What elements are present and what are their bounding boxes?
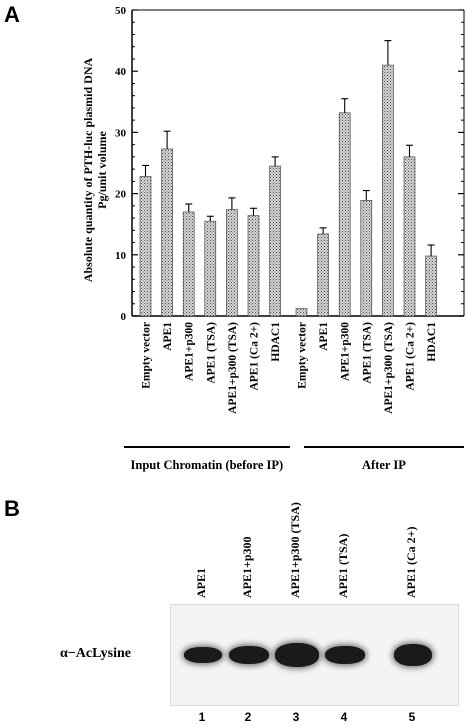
x-category-label: APE1 (Ca 2+) xyxy=(249,322,261,391)
protein-band xyxy=(394,644,432,666)
lane-number: 4 xyxy=(340,710,348,724)
bar xyxy=(139,176,152,317)
bar xyxy=(161,148,173,317)
panel-a-letter: A xyxy=(4,2,20,27)
protein-band xyxy=(184,647,222,663)
x-category-label: HDAC1 xyxy=(426,322,438,362)
x-category-label: Empty vector xyxy=(297,322,309,389)
x-category-label: APE1+p300 (TSA) xyxy=(383,322,395,414)
y-tick-label: 20 xyxy=(115,189,127,201)
group-label-after-ip: After IP xyxy=(362,458,406,472)
lane-label: APE1 xyxy=(194,568,208,598)
bar xyxy=(269,165,281,317)
x-category-label: APE1 (TSA) xyxy=(205,322,217,384)
bar xyxy=(382,64,394,317)
bar-chart: 0 10 20 30 40 50 Empty vector APE1 APE1+p300 APE… xyxy=(115,5,465,448)
protein-band xyxy=(325,646,365,664)
bar xyxy=(295,308,308,317)
x-category-label: APE1 (Ca 2+) xyxy=(405,322,417,391)
lane-label: APE1 (Ca 2+) xyxy=(404,526,418,599)
bar xyxy=(204,220,217,317)
lane-number: 3 xyxy=(292,710,300,724)
bar xyxy=(403,156,416,317)
bar xyxy=(425,255,437,317)
protein-band xyxy=(275,643,319,667)
lane-label: APE1+p300 xyxy=(240,536,254,598)
y-tick-label: 0 xyxy=(121,311,127,323)
bar xyxy=(338,112,351,317)
y-tick-label: 40 xyxy=(115,66,127,78)
lane-label: APE1 (TSA) xyxy=(336,533,350,598)
western-blot-image xyxy=(170,604,459,706)
x-category-label: APE1+p300 xyxy=(340,322,352,381)
x-category-label: Empty vector xyxy=(141,322,153,389)
bar xyxy=(317,233,329,317)
x-category-label: APE1 xyxy=(162,322,174,351)
x-category-label: APE1 (TSA) xyxy=(361,322,373,384)
lane-number: 5 xyxy=(408,710,416,724)
bar xyxy=(182,211,195,317)
panel-b-letter: B xyxy=(4,496,20,521)
group-label-input: Input Chromatin (before IP) xyxy=(130,458,284,472)
y-tick-label: 30 xyxy=(115,127,127,139)
x-category-label: APE1+p300 xyxy=(184,322,196,381)
lane-number: 1 xyxy=(198,710,206,724)
bar xyxy=(247,215,260,317)
lane-number: 2 xyxy=(244,710,252,724)
lane-label: APE1+p300 (TSA) xyxy=(288,502,302,598)
x-category-label: APE1+p300 (TSA) xyxy=(227,322,239,414)
bar xyxy=(226,209,238,317)
y-tick-label: 10 xyxy=(115,250,127,262)
x-category-label: APE1 xyxy=(318,322,330,351)
y-tick-label: 50 xyxy=(115,5,127,17)
bar xyxy=(360,200,373,317)
protein-band xyxy=(229,646,269,664)
blot-antibody-label: α−AcLysine xyxy=(60,646,132,661)
x-category-label: HDAC1 xyxy=(270,322,282,362)
